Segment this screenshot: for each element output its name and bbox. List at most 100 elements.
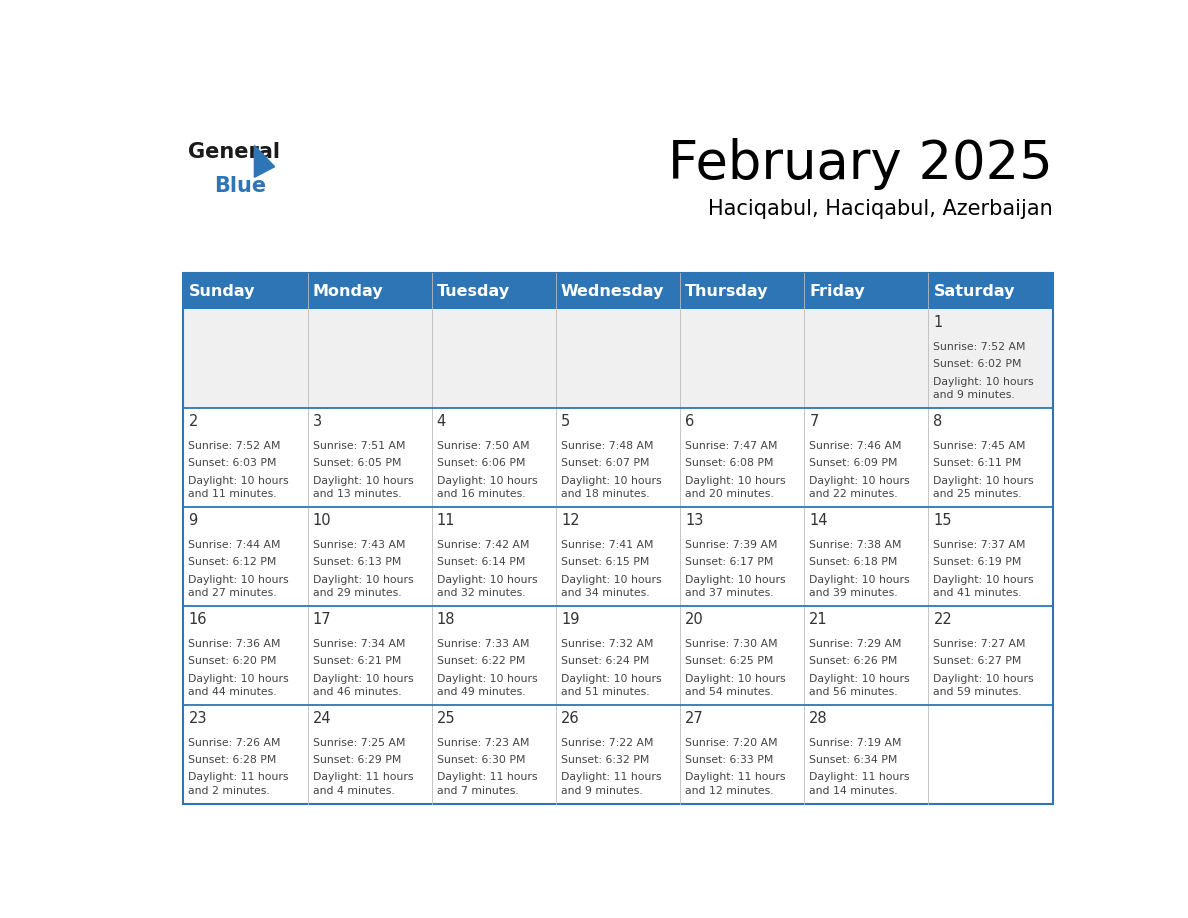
Text: 13: 13 [685, 513, 703, 528]
Bar [804, 309, 929, 409]
Text: 19: 19 [561, 612, 580, 627]
Text: Daylight: 10 hours
and 46 minutes.: Daylight: 10 hours and 46 minutes. [312, 674, 413, 697]
Bar [681, 273, 804, 309]
Text: Sunrise: 7:48 AM: Sunrise: 7:48 AM [561, 441, 653, 451]
Text: Sunrise: 7:32 AM: Sunrise: 7:32 AM [561, 639, 653, 649]
Text: Daylight: 10 hours
and 32 minutes.: Daylight: 10 hours and 32 minutes. [437, 575, 537, 598]
Text: Sunrise: 7:26 AM: Sunrise: 7:26 AM [189, 738, 280, 748]
Text: Daylight: 10 hours
and 20 minutes.: Daylight: 10 hours and 20 minutes. [685, 476, 785, 498]
Bar [804, 705, 929, 804]
Text: Sunset: 6:32 PM: Sunset: 6:32 PM [561, 756, 650, 766]
Text: 21: 21 [809, 612, 828, 627]
Bar [183, 309, 308, 409]
Text: Daylight: 10 hours
and 16 minutes.: Daylight: 10 hours and 16 minutes. [437, 476, 537, 498]
Text: Sunday: Sunday [189, 284, 255, 298]
Text: Daylight: 11 hours
and 9 minutes.: Daylight: 11 hours and 9 minutes. [561, 772, 662, 796]
Text: 12: 12 [561, 513, 580, 528]
Text: Tuesday: Tuesday [437, 284, 510, 298]
Text: 11: 11 [437, 513, 455, 528]
Bar [929, 309, 1053, 409]
Bar [929, 273, 1053, 309]
Bar [556, 409, 681, 508]
Text: 27: 27 [685, 711, 703, 726]
Bar [681, 508, 804, 607]
Text: Daylight: 10 hours
and 25 minutes.: Daylight: 10 hours and 25 minutes. [934, 476, 1034, 498]
Text: Sunset: 6:09 PM: Sunset: 6:09 PM [809, 458, 898, 468]
Text: Sunrise: 7:41 AM: Sunrise: 7:41 AM [561, 540, 653, 550]
Text: Sunrise: 7:43 AM: Sunrise: 7:43 AM [312, 540, 405, 550]
Text: Sunset: 6:11 PM: Sunset: 6:11 PM [934, 458, 1022, 468]
Text: Sunset: 6:27 PM: Sunset: 6:27 PM [934, 656, 1022, 666]
Text: Sunrise: 7:22 AM: Sunrise: 7:22 AM [561, 738, 653, 748]
Text: 9: 9 [189, 513, 197, 528]
Text: 4: 4 [437, 414, 446, 429]
Text: Daylight: 11 hours
and 2 minutes.: Daylight: 11 hours and 2 minutes. [189, 772, 289, 796]
Text: 8: 8 [934, 414, 943, 429]
Text: Sunset: 6:06 PM: Sunset: 6:06 PM [437, 458, 525, 468]
Bar [308, 273, 431, 309]
Bar [308, 705, 431, 804]
Text: Sunset: 6:30 PM: Sunset: 6:30 PM [437, 756, 525, 766]
Text: 15: 15 [934, 513, 952, 528]
Text: Friday: Friday [809, 284, 865, 298]
Text: Sunset: 6:13 PM: Sunset: 6:13 PM [312, 557, 402, 567]
Text: Haciqabul, Haciqabul, Azerbaijan: Haciqabul, Haciqabul, Azerbaijan [708, 198, 1053, 218]
Bar [183, 409, 308, 508]
Bar [183, 273, 308, 309]
Text: 1: 1 [934, 315, 943, 330]
Text: Wednesday: Wednesday [561, 284, 664, 298]
Text: 17: 17 [312, 612, 331, 627]
Text: 23: 23 [189, 711, 207, 726]
Bar [183, 607, 308, 705]
Bar [308, 508, 431, 607]
Text: 20: 20 [685, 612, 703, 627]
Text: Daylight: 10 hours
and 44 minutes.: Daylight: 10 hours and 44 minutes. [189, 674, 289, 697]
Text: Daylight: 10 hours
and 22 minutes.: Daylight: 10 hours and 22 minutes. [809, 476, 910, 498]
Bar [308, 409, 431, 508]
Text: Daylight: 10 hours
and 27 minutes.: Daylight: 10 hours and 27 minutes. [189, 575, 289, 598]
Text: 2: 2 [189, 414, 198, 429]
Text: Sunset: 6:18 PM: Sunset: 6:18 PM [809, 557, 898, 567]
Bar [308, 607, 431, 705]
Text: Sunset: 6:07 PM: Sunset: 6:07 PM [561, 458, 650, 468]
Bar [804, 508, 929, 607]
Bar [431, 409, 556, 508]
Bar [183, 705, 308, 804]
Text: Sunrise: 7:47 AM: Sunrise: 7:47 AM [685, 441, 778, 451]
Text: Daylight: 11 hours
and 14 minutes.: Daylight: 11 hours and 14 minutes. [809, 772, 910, 796]
Text: Sunrise: 7:44 AM: Sunrise: 7:44 AM [189, 540, 280, 550]
Text: Sunrise: 7:52 AM: Sunrise: 7:52 AM [189, 441, 280, 451]
Bar [681, 309, 804, 409]
Text: Sunrise: 7:25 AM: Sunrise: 7:25 AM [312, 738, 405, 748]
Text: Daylight: 10 hours
and 34 minutes.: Daylight: 10 hours and 34 minutes. [561, 575, 662, 598]
Text: Daylight: 10 hours
and 39 minutes.: Daylight: 10 hours and 39 minutes. [809, 575, 910, 598]
Text: Sunrise: 7:42 AM: Sunrise: 7:42 AM [437, 540, 530, 550]
Text: 24: 24 [312, 711, 331, 726]
Text: 18: 18 [437, 612, 455, 627]
Text: Daylight: 10 hours
and 13 minutes.: Daylight: 10 hours and 13 minutes. [312, 476, 413, 498]
Text: 5: 5 [561, 414, 570, 429]
Bar [183, 508, 308, 607]
Text: Daylight: 10 hours
and 51 minutes.: Daylight: 10 hours and 51 minutes. [561, 674, 662, 697]
Text: Sunrise: 7:30 AM: Sunrise: 7:30 AM [685, 639, 778, 649]
Text: Sunset: 6:28 PM: Sunset: 6:28 PM [189, 756, 277, 766]
Text: Sunrise: 7:33 AM: Sunrise: 7:33 AM [437, 639, 530, 649]
Bar [804, 607, 929, 705]
Text: Sunrise: 7:19 AM: Sunrise: 7:19 AM [809, 738, 902, 748]
Text: Sunset: 6:21 PM: Sunset: 6:21 PM [312, 656, 402, 666]
Text: Daylight: 10 hours
and 11 minutes.: Daylight: 10 hours and 11 minutes. [189, 476, 289, 498]
Text: Sunrise: 7:36 AM: Sunrise: 7:36 AM [189, 639, 280, 649]
Text: Daylight: 10 hours
and 54 minutes.: Daylight: 10 hours and 54 minutes. [685, 674, 785, 697]
Bar [556, 273, 681, 309]
Text: Sunrise: 7:23 AM: Sunrise: 7:23 AM [437, 738, 530, 748]
Bar [681, 607, 804, 705]
Text: Sunset: 6:25 PM: Sunset: 6:25 PM [685, 656, 773, 666]
Text: Daylight: 11 hours
and 7 minutes.: Daylight: 11 hours and 7 minutes. [437, 772, 537, 796]
Text: 16: 16 [189, 612, 207, 627]
Text: Sunset: 6:22 PM: Sunset: 6:22 PM [437, 656, 525, 666]
Text: Sunset: 6:29 PM: Sunset: 6:29 PM [312, 756, 402, 766]
Text: General: General [188, 142, 280, 162]
Text: 3: 3 [312, 414, 322, 429]
Bar [431, 309, 556, 409]
Text: Sunset: 6:03 PM: Sunset: 6:03 PM [189, 458, 277, 468]
